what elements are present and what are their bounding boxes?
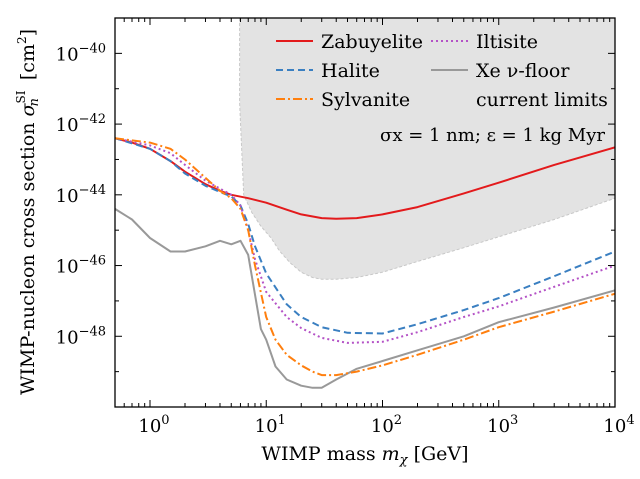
plot-frame <box>114 17 616 408</box>
y-axis-label: WIMP-nucleon cross section σSIn [cm2] <box>14 29 42 395</box>
annotation: σx = 1 nm; ε = 1 kg Myr <box>380 125 605 146</box>
legend-label-current-limits: current limits <box>476 89 608 111</box>
y-tick-label: 10−40 <box>56 41 106 65</box>
axis-ticks: 100 101 102 103 104 10−40 10−42 10−44 10−46 10−48 <box>56 17 635 437</box>
x-axis-label: WIMP mass mχ [GeV] <box>261 443 468 468</box>
legend-label-iltisite: Iltisite <box>476 31 538 53</box>
sylvanite-line <box>115 137 615 377</box>
y-tick-label: 10−44 <box>56 183 106 207</box>
x-tick-label: 103 <box>487 413 518 437</box>
x-tick-label: 102 <box>371 413 402 437</box>
legend-swatch-current-limits <box>431 90 468 106</box>
y-tick-label: 10−42 <box>56 112 106 136</box>
y-tick-label: 10−48 <box>56 324 106 348</box>
legend-label-xe-floor: Xe ν-floor <box>476 60 570 82</box>
plot-area <box>115 18 615 389</box>
iltisite-line <box>115 137 615 344</box>
x-tick-label: 100 <box>138 413 169 437</box>
legend-label-sylvanite: Sylvanite <box>321 89 410 111</box>
x-tick-label: 104 <box>603 413 634 437</box>
current-limits-region <box>239 18 615 280</box>
legend-label-halite: Halite <box>321 60 380 82</box>
xe-floor-line <box>115 208 615 389</box>
legend: Zabuyelite Iltisite Halite Xe ν-floor Sy… <box>276 31 608 111</box>
y-tick-label: 10−46 <box>56 254 106 278</box>
x-tick-label: 101 <box>255 413 286 437</box>
legend-label-zabuyelite: Zabuyelite <box>321 31 423 53</box>
